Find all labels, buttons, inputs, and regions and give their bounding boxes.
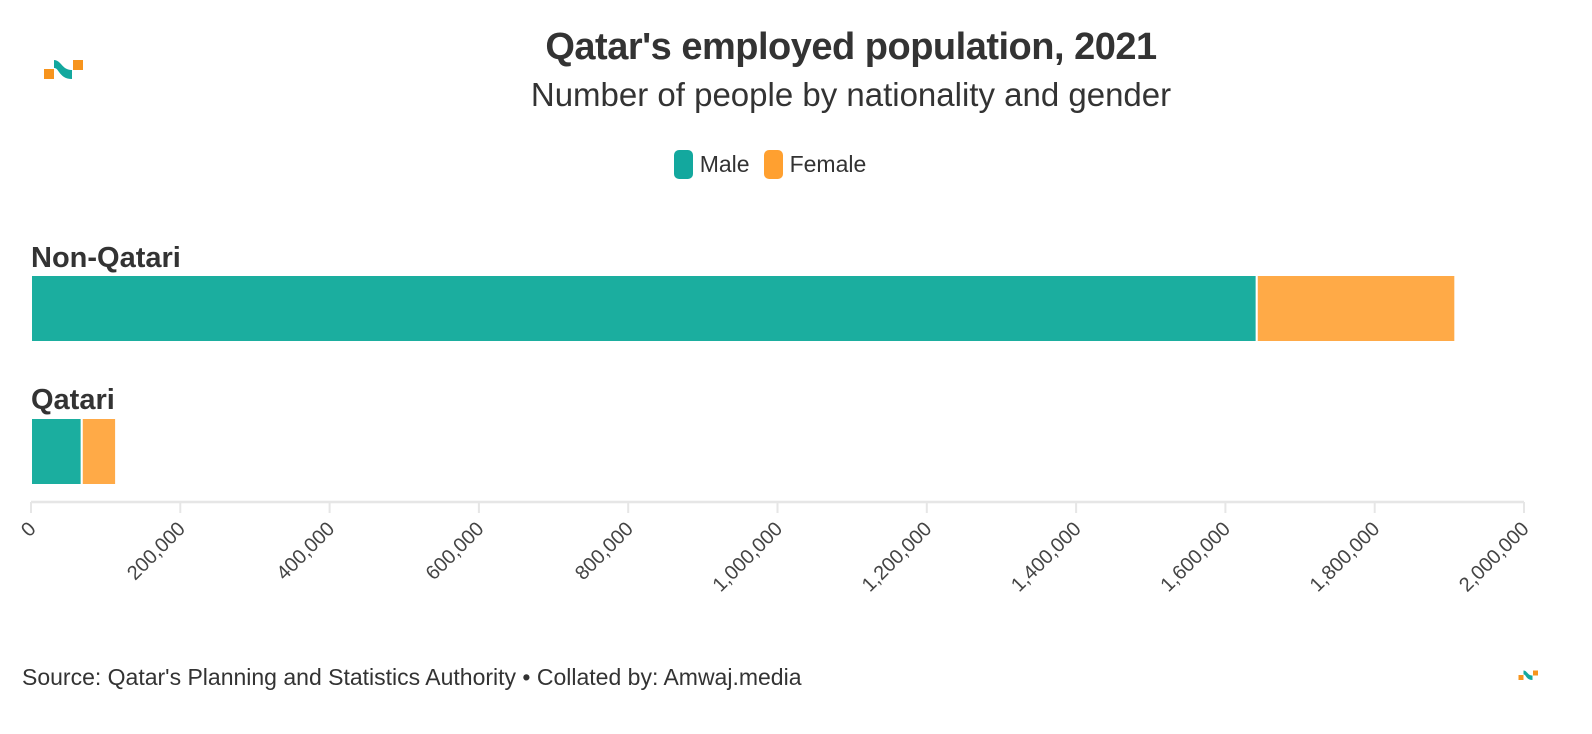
x-tick-label: 600,000 [422, 518, 489, 585]
x-tick-label: 1,400,000 [1007, 518, 1085, 596]
legend-item-male[interactable]: Male [673, 150, 750, 179]
bar-chart: Non-Qatari Qatari 0 200,000 400,000 600,000 80… [17, 242, 1533, 596]
amwaj-logo-small-icon [1518, 670, 1538, 680]
x-tick-label: 1,800,000 [1306, 518, 1384, 596]
legend-swatch-male [673, 150, 693, 179]
bar-female[interactable] [1255, 274, 1457, 343]
category-label: Qatari [31, 384, 115, 416]
x-tick-label: 1,000,000 [709, 518, 787, 596]
chart-title: Qatar's employed population, 2021 [545, 26, 1157, 68]
amwaj-logo-icon [44, 60, 83, 79]
chart-subtitle: Number of people by nationality and gend… [530, 76, 1172, 113]
legend-label-male: Male [699, 151, 750, 177]
legend: Male Female [0, 150, 1540, 179]
x-tick-label: 1,200,000 [858, 518, 936, 596]
category-label: Non-Qatari [31, 242, 181, 274]
x-tick-label: 2,000,000 [1455, 518, 1533, 596]
legend-label-female: Female [789, 151, 867, 177]
bar-male[interactable] [30, 417, 83, 486]
x-tick-label: 400,000 [272, 518, 339, 585]
legend-item-female[interactable]: Female [763, 150, 867, 179]
bar-female[interactable] [80, 417, 118, 486]
x-tick-label: 200,000 [123, 518, 190, 585]
legend-swatch-female [763, 150, 783, 179]
x-tick-label: 800,000 [571, 518, 638, 585]
bar-male[interactable] [30, 274, 1258, 343]
source-note: Source: Qatar's Planning and Statistics … [22, 664, 802, 690]
x-tick-label: 1,600,000 [1156, 518, 1234, 596]
x-tick-label: 0 [17, 518, 40, 541]
